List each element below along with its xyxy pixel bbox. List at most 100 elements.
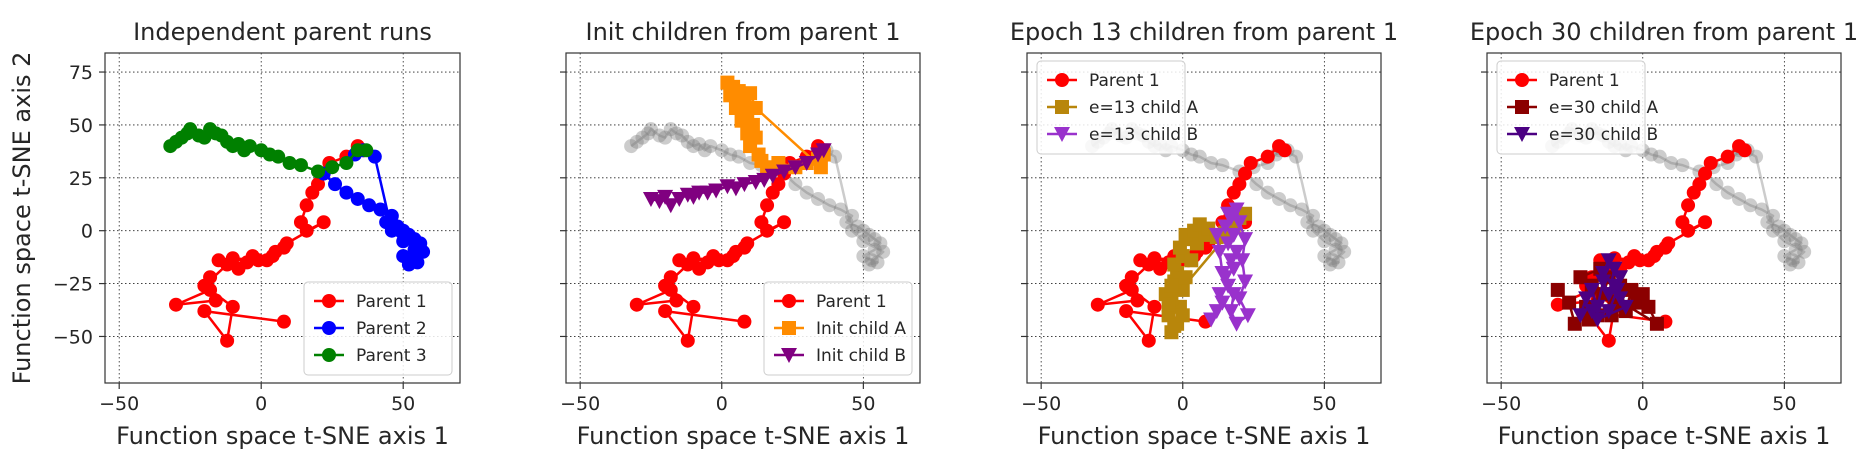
legend-marker <box>1515 73 1529 87</box>
data-point <box>1337 244 1352 259</box>
data-point <box>276 314 291 329</box>
series-e-30-child-b <box>1572 253 1634 328</box>
legend: Parent 1 e=30 child A e=30 child B <box>1496 60 1659 155</box>
legend-label: Init child B <box>816 346 906 366</box>
data-point <box>1661 236 1676 251</box>
data-point <box>1323 227 1338 242</box>
data-point <box>1234 253 1251 269</box>
legend: Parent 1 Parent 2 Parent 3 <box>303 281 453 376</box>
data-point <box>1331 255 1346 270</box>
legend-item-parent-1: Parent 1 <box>1507 71 1620 91</box>
data-point <box>1791 255 1806 270</box>
data-point <box>1311 219 1326 234</box>
data-point <box>1222 304 1239 320</box>
x-tick-label: −50 <box>1481 393 1521 415</box>
data-point <box>1749 149 1764 164</box>
data-point <box>396 234 411 249</box>
data-point <box>1328 232 1343 247</box>
data-point <box>680 333 695 348</box>
legend-label: Parent 1 <box>1549 71 1620 91</box>
data-point <box>1794 236 1809 251</box>
data-point <box>629 297 644 312</box>
data-point <box>856 249 871 264</box>
plot-frame <box>565 52 921 384</box>
data-point <box>1203 312 1220 328</box>
data-point <box>208 293 223 308</box>
data-point <box>862 257 877 272</box>
data-point <box>1141 333 1156 348</box>
data-point <box>1703 156 1718 170</box>
legend-item-parent-1: Parent 1 <box>774 292 887 312</box>
data-point <box>1220 236 1237 252</box>
data-point <box>1204 156 1219 170</box>
data-point <box>1777 249 1792 264</box>
data-point <box>362 198 377 213</box>
data-layer <box>624 75 891 348</box>
legend-item-e-13-child-b: e=13 child B <box>1047 125 1198 145</box>
x-axis-label: Function space t-SNE axis 1 <box>577 422 910 450</box>
data-point <box>697 143 712 158</box>
data-point <box>293 158 308 173</box>
data-point <box>1211 244 1228 260</box>
data-point <box>339 185 354 200</box>
data-point <box>1617 299 1634 315</box>
data-point <box>384 223 399 238</box>
x-tick-label: −50 <box>1021 393 1061 415</box>
data-point <box>1595 266 1612 281</box>
data-point <box>220 333 235 348</box>
data-point <box>1692 177 1707 192</box>
data-point <box>1119 304 1134 319</box>
data-point <box>1283 198 1298 213</box>
data-point <box>242 139 257 154</box>
data-point <box>1243 156 1258 170</box>
data-point <box>1766 223 1781 238</box>
data-point <box>1698 215 1713 230</box>
panel-title: Epoch 30 children from parent 1 <box>1470 18 1858 46</box>
data-point <box>799 185 814 200</box>
data-point <box>1167 318 1182 333</box>
legend-label: Parent 1 <box>356 292 427 312</box>
data-point <box>728 244 743 259</box>
data-point <box>1624 282 1639 297</box>
x-tick-label: 0 <box>1177 393 1189 415</box>
data-point <box>1232 177 1247 192</box>
data-point <box>822 198 837 213</box>
data-point <box>1147 299 1162 314</box>
data-point <box>635 130 650 145</box>
data-point <box>1788 242 1803 257</box>
data-point <box>748 101 763 115</box>
data-point <box>760 198 775 213</box>
data-point <box>350 191 365 206</box>
data-point <box>1164 278 1179 293</box>
data-point <box>1225 227 1242 243</box>
data-point <box>727 181 744 197</box>
series-parent-3 <box>163 122 374 179</box>
data-point <box>1228 202 1245 218</box>
legend-item-init-child-a: Init child A <box>774 319 906 339</box>
legend-label: Parent 2 <box>356 319 427 339</box>
data-point <box>756 172 773 188</box>
data-point <box>1600 287 1617 303</box>
data-point <box>675 128 690 143</box>
data-point <box>734 113 749 128</box>
data-point <box>867 242 882 257</box>
data-point <box>1644 147 1659 162</box>
x-axis-label: Function space t-SNE axis 1 <box>116 422 449 450</box>
legend: Parent 1 e=13 child A e=13 child B <box>1036 60 1199 155</box>
data-point <box>740 236 755 251</box>
series-parent-2 <box>316 143 431 272</box>
data-point <box>1090 297 1105 312</box>
data-point <box>652 128 667 143</box>
data-point <box>1550 297 1565 312</box>
data-point <box>680 134 695 149</box>
series-parent-2-background <box>1238 143 1352 272</box>
series-line <box>783 149 885 266</box>
data-point <box>1572 308 1589 324</box>
data-point <box>1184 253 1199 268</box>
legend-item-parent-3: Parent 3 <box>314 346 427 366</box>
legend: Parent 1 Init child A Init child B <box>763 281 913 376</box>
data-point <box>1238 166 1253 181</box>
data-point <box>828 149 843 164</box>
data-point <box>1600 304 1617 320</box>
data-point <box>1681 198 1696 213</box>
